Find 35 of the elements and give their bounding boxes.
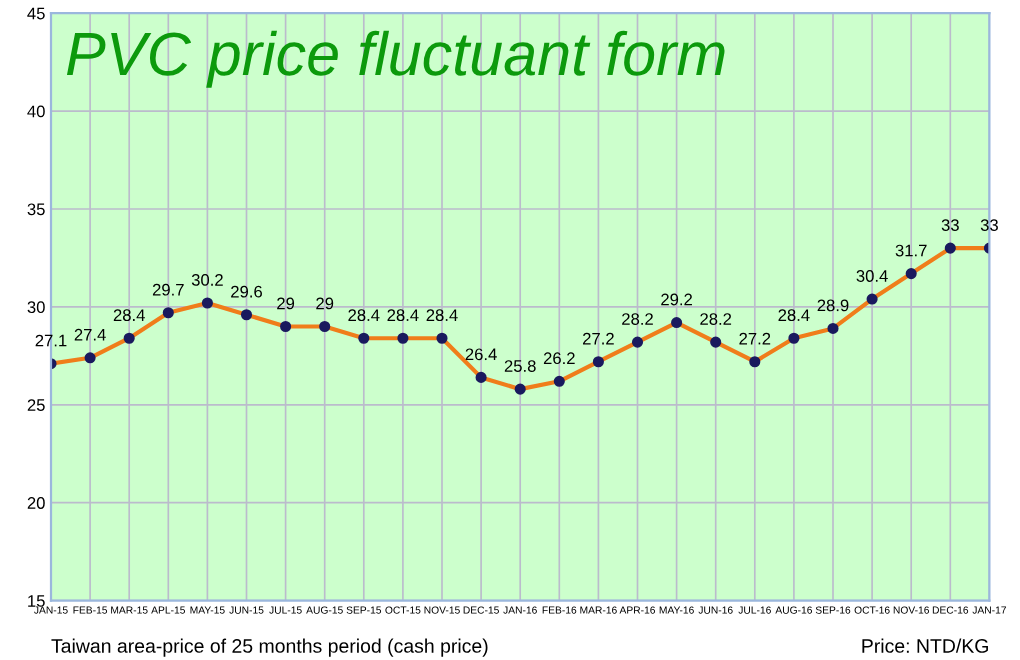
data-label: 26.2 <box>543 352 575 365</box>
data-label: 28.4 <box>113 309 145 322</box>
data-label: 25.8 <box>504 360 536 372</box>
data-label: 28.4 <box>387 309 419 322</box>
data-label: 28.9 <box>817 299 849 312</box>
data-label: 27.1 <box>35 334 67 347</box>
data-label: 28.2 <box>622 313 653 325</box>
data-label: 33 <box>941 219 959 231</box>
data-label: 28.4 <box>348 309 380 322</box>
data-label: 30.2 <box>191 274 223 286</box>
y-tick-label: 20 <box>27 497 45 509</box>
data-label: 30.4 <box>856 270 888 282</box>
y-tick-label: 30 <box>27 301 45 314</box>
data-label: 26.4 <box>465 348 497 361</box>
data-label: 27.2 <box>583 332 614 345</box>
y-tick-label: 35 <box>27 203 45 216</box>
y-tick-label: 15 <box>28 595 45 607</box>
data-label: 28.4 <box>778 309 810 322</box>
data-label: 28.4 <box>426 309 458 322</box>
data-label: 28.2 <box>700 313 732 325</box>
text: Taiwan area-price of 25 months period (cash price) <box>51 638 488 657</box>
data-label: 29.2 <box>661 293 692 306</box>
data-label: 29.6 <box>231 285 262 298</box>
data-label: 31.7 <box>895 244 927 257</box>
text: Price: NTD/KG <box>862 638 988 653</box>
y-tick-label: 25 <box>27 399 45 411</box>
y-tick-label: 45 <box>27 7 45 20</box>
chart-title: PVC price fluctuant form <box>66 30 725 88</box>
data-label: 27.2 <box>739 332 771 345</box>
data-label: 29 <box>316 297 334 310</box>
data-label: 29 <box>277 297 295 310</box>
y-tick-label: 40 <box>27 105 45 118</box>
data-label: 29.7 <box>152 283 184 296</box>
data-label: 27.4 <box>74 328 106 341</box>
data-label: 33 <box>980 219 998 231</box>
